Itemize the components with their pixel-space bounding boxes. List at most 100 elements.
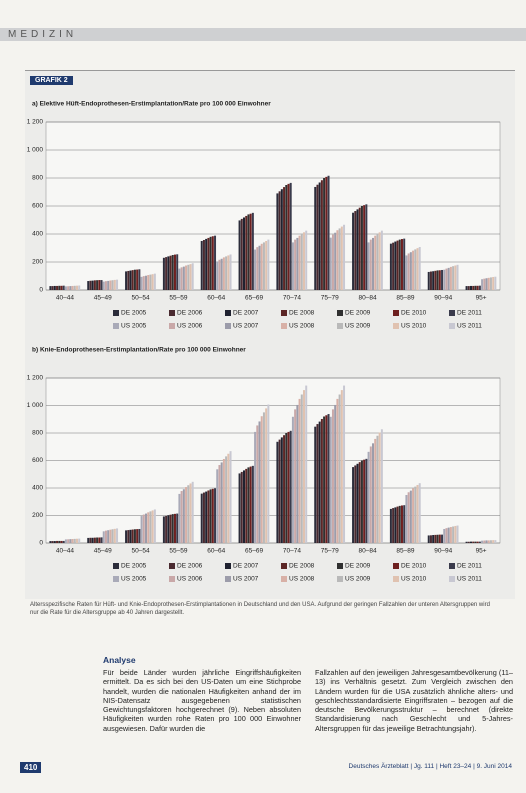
bar xyxy=(229,254,232,290)
bar xyxy=(314,426,317,543)
bar xyxy=(434,270,437,290)
bar xyxy=(247,467,250,543)
bar xyxy=(476,541,479,543)
legend-swatch xyxy=(281,323,287,329)
bar xyxy=(416,248,419,290)
bar xyxy=(492,276,495,290)
bar xyxy=(75,538,78,543)
legend-swatch xyxy=(113,310,119,316)
bar xyxy=(285,433,288,543)
bar xyxy=(211,488,214,543)
bar xyxy=(485,540,488,543)
bar xyxy=(343,224,346,290)
journal-line: Deutsches Ärzteblatt | Jg. 111 | Heft 23… xyxy=(348,763,512,770)
x-tick-label: 70–74 xyxy=(283,295,301,302)
bar xyxy=(412,250,415,290)
legend-swatch xyxy=(281,563,287,569)
legend-label: US 2010 xyxy=(401,323,427,330)
bar xyxy=(291,242,294,290)
bar xyxy=(481,279,484,290)
bar xyxy=(207,490,210,543)
legend-label: US 2006 xyxy=(177,576,203,583)
legend-swatch xyxy=(225,576,231,582)
bar xyxy=(289,182,292,290)
bar xyxy=(372,237,375,290)
bar xyxy=(405,495,408,543)
bar xyxy=(352,467,355,543)
bar xyxy=(296,237,299,290)
bar xyxy=(376,234,379,290)
legend-label: DE 2011 xyxy=(457,563,482,570)
legend-label: US 2011 xyxy=(457,323,482,330)
bar xyxy=(343,385,346,543)
legend-label: DE 2005 xyxy=(121,563,147,570)
bar xyxy=(389,508,392,543)
bar xyxy=(127,270,130,290)
legend-swatch xyxy=(449,323,455,329)
bar xyxy=(254,431,257,543)
bar xyxy=(73,538,76,543)
bar xyxy=(318,182,321,290)
bar xyxy=(445,528,448,543)
legend-swatch xyxy=(225,310,231,316)
y-tick-label: 1 000 xyxy=(27,147,44,154)
bar xyxy=(320,418,323,543)
bar xyxy=(494,276,497,290)
bar xyxy=(93,537,96,543)
bar xyxy=(209,236,212,290)
bar xyxy=(49,541,52,543)
x-tick-label: 85–89 xyxy=(396,548,414,555)
y-tick-label: 200 xyxy=(32,259,43,266)
bar xyxy=(325,415,328,543)
bar xyxy=(456,525,459,543)
bar xyxy=(358,462,361,543)
bar xyxy=(369,239,372,290)
bar xyxy=(416,484,419,543)
bar xyxy=(276,193,279,290)
bar xyxy=(147,275,150,290)
bar xyxy=(138,528,141,543)
bar xyxy=(396,506,399,543)
bar xyxy=(102,281,105,290)
bar xyxy=(64,286,67,290)
legend-swatch xyxy=(225,323,231,329)
bar xyxy=(71,539,74,543)
bar xyxy=(185,265,188,290)
bar xyxy=(374,235,377,290)
bar xyxy=(100,537,103,543)
x-tick-label: 40–44 xyxy=(56,295,74,302)
bar xyxy=(220,462,223,543)
x-tick-label: 90–94 xyxy=(434,295,452,302)
bar xyxy=(225,256,228,290)
bar xyxy=(182,266,185,290)
bar xyxy=(476,285,479,290)
bar xyxy=(494,540,497,543)
bar xyxy=(129,270,132,290)
bar xyxy=(58,285,61,290)
bar xyxy=(360,460,363,543)
bar xyxy=(340,226,343,290)
legend-label: DE 2009 xyxy=(345,563,371,570)
bar xyxy=(432,271,435,290)
bar xyxy=(316,424,319,543)
bar xyxy=(334,232,337,290)
legend-swatch xyxy=(113,563,119,569)
bar xyxy=(305,385,308,543)
bar xyxy=(356,463,359,543)
bar xyxy=(287,431,290,543)
bar xyxy=(91,537,94,543)
bar xyxy=(113,279,116,290)
body-text: Fallzahlen auf den jeweiligen Jahresgesa… xyxy=(315,668,513,733)
bar xyxy=(336,398,339,543)
bar xyxy=(298,235,301,290)
bar xyxy=(131,270,134,290)
bar xyxy=(209,489,212,543)
bar xyxy=(327,414,330,543)
bar xyxy=(191,481,194,543)
chart-title: b) Knie-Endoprothesen-Erstimplantation/R… xyxy=(32,347,246,354)
bar xyxy=(316,184,319,290)
bar xyxy=(62,285,65,290)
bar xyxy=(267,239,270,290)
bar xyxy=(129,529,132,543)
bar xyxy=(98,537,101,543)
